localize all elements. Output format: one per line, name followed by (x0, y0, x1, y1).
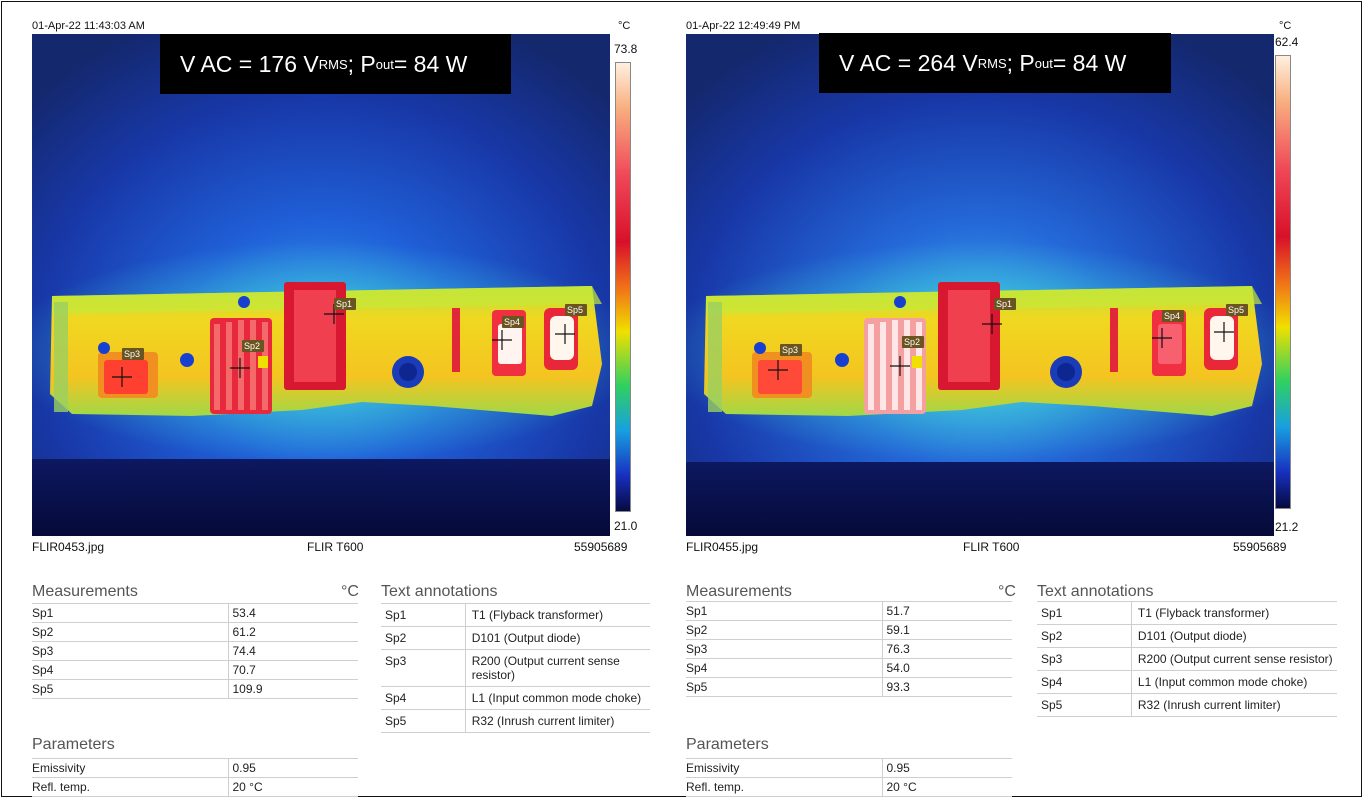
table-row: Sp5 93.3 (686, 677, 1012, 697)
table-row: Refl. temp. 20 °C (686, 777, 1012, 797)
thermal-report-panel-1: 01-Apr-22 11:43:03 AM °C 73.8 (0, 0, 650, 799)
table-row: Sp4 L1 (Input common mode choke) (1037, 670, 1337, 694)
capture-timestamp: 01-Apr-22 11:43:03 AM (32, 20, 145, 32)
table-row: Sp4 L1 (Input common mode choke) (381, 686, 650, 710)
camera-model: FLIR T600 (307, 540, 364, 554)
scale-max-label: 73.8 (614, 42, 638, 56)
table-row: Sp1 53.4 (32, 603, 358, 623)
spot-tag-sp4: Sp4 (1164, 311, 1180, 321)
thermal-scene-1: Sp1 Sp2 Sp3 Sp4 Sp5 (32, 34, 610, 536)
table-row: Sp1 T1 (Flyback transformer) (1037, 601, 1337, 625)
table-row: Sp2 D101 (Output diode) (381, 626, 650, 650)
table-row: Sp2 61.2 (32, 622, 358, 642)
table-row: Sp5 R32 (Inrush current limiter) (1037, 693, 1337, 717)
scale-max-label: 62.4 (1275, 35, 1299, 49)
spot-tag-sp5: Sp5 (1228, 305, 1244, 315)
table-row: Sp1 T1 (Flyback transformer) (381, 603, 650, 627)
table-row: Sp4 54.0 (686, 658, 1012, 678)
camera-serial: 55905689 (1233, 540, 1287, 554)
measurements-title: Measurements (32, 583, 138, 600)
parameters-table: Emissivity 0.95 Refl. temp. 20 °C (686, 758, 1012, 797)
annotations-title: Text annotations (381, 583, 498, 600)
measurements-table: Sp1 53.4 Sp2 61.2 Sp3 74.4 Sp4 70.7 Sp5 109.9 (32, 603, 358, 699)
measurements-unit: °C (998, 583, 1016, 600)
scale-unit-label: °C (618, 20, 631, 32)
table-row: Sp3 R200 (Output current sense resistor) (1037, 647, 1337, 671)
table-row: Emissivity 0.95 (32, 758, 358, 778)
scale-unit-label: °C (1279, 20, 1292, 32)
measurements-title: Measurements (686, 583, 792, 600)
annotations-table: Sp1 T1 (Flyback transformer) Sp2 D101 (Out… (1037, 601, 1337, 717)
parameters-title: Parameters (686, 736, 769, 753)
annotations-title: Text annotations (1037, 583, 1154, 600)
scale-min-label: 21.0 (614, 519, 638, 533)
measurements-table: Sp1 51.7 Sp2 59.1 Sp3 76.3 Sp4 54.0 Sp5 93.3 (686, 601, 1012, 697)
parameters-title: Parameters (32, 736, 115, 753)
spot-tag-sp2: Sp2 (244, 341, 260, 351)
spot-tag-sp1: Sp1 (996, 299, 1012, 309)
annotations-table: Sp1 T1 (Flyback transformer) Sp2 D101 (Out… (381, 603, 650, 733)
table-row: Sp4 70.7 (32, 660, 358, 680)
table-row: Sp3 76.3 (686, 639, 1012, 659)
camera-serial: 55905689 (574, 540, 628, 554)
spot-tag-sp1: Sp1 (336, 299, 352, 309)
file-name: FLIR0455.jpg (686, 540, 759, 554)
measurements-unit: °C (341, 583, 359, 600)
table-row: Sp5 R32 (Inrush current limiter) (381, 709, 650, 733)
table-row: Sp1 51.7 (686, 601, 1012, 621)
parameters-table: Emissivity 0.95 Refl. temp. 20 °C (32, 758, 358, 797)
table-row: Sp2 D101 (Output diode) (1037, 624, 1337, 648)
capture-timestamp: 01-Apr-22 12:49:49 PM (686, 20, 801, 32)
file-name: FLIR0453.jpg (32, 540, 105, 554)
table-row: Sp2 59.1 (686, 620, 1012, 640)
spot-tag-sp4: Sp4 (504, 317, 520, 327)
thermal-image: Sp1 Sp2 Sp3 Sp4 Sp5 (32, 34, 610, 536)
scale-min-label: 21.2 (1275, 520, 1299, 534)
temperature-scale-bar (615, 62, 631, 512)
table-row: Sp3 R200 (Output current sense resistor) (381, 649, 650, 687)
table-row: Emissivity 0.95 (686, 758, 1012, 778)
thermal-report-panel-2: 01-Apr-22 12:49:49 PM °C 62.4 (653, 0, 1337, 799)
spot-tag-sp2: Sp2 (904, 337, 920, 347)
spot-tag-sp5: Sp5 (567, 305, 583, 315)
table-row: Refl. temp. 20 °C (32, 777, 358, 797)
spot-tag-sp3: Sp3 (782, 345, 798, 355)
camera-model: FLIR T600 (963, 540, 1020, 554)
table-row: Sp5 109.9 (32, 679, 358, 699)
thermal-scene-2: Sp1 Sp2 Sp3 Sp4 Sp5 (686, 34, 1274, 536)
thermal-image: Sp1 Sp2 Sp3 Sp4 Sp5 (686, 34, 1274, 536)
temperature-scale-bar (1275, 55, 1291, 509)
spot-tag-sp3: Sp3 (124, 349, 140, 359)
table-row: Sp3 74.4 (32, 641, 358, 661)
